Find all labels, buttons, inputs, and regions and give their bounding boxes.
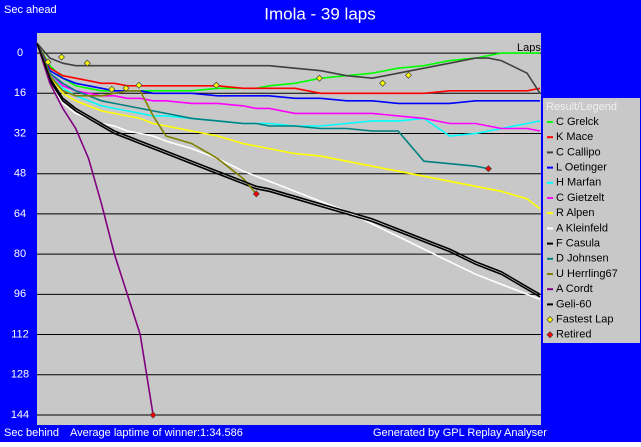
series-line [36,42,154,416]
series-line [36,42,541,210]
legend-swatch [546,316,554,324]
marker [149,411,157,419]
legend-label: C Grelck [556,116,599,128]
legend-swatch [546,331,554,339]
marker [122,84,130,92]
marker [44,58,52,66]
y-tick-label: 80 [14,248,26,260]
series-line [36,42,540,105]
legend-label: H Marfan [556,177,601,189]
y-tick-label: 64 [14,208,26,220]
marker [58,53,66,61]
legend-label: R Alpen [556,207,595,219]
legend-label: Retired [556,329,591,341]
marker [404,71,412,79]
series-line [36,42,541,132]
y-tick-label: 112 [11,328,29,340]
legend-label: A Kleinfeld [556,222,608,234]
legend-label: L Oetinger [556,162,607,174]
footer-right: Generated by GPL Replay Analyser [373,427,547,439]
marker [108,85,116,93]
legend-label: F Casula [556,238,601,250]
series-line [36,42,541,94]
legend-label: K Mace [556,131,593,143]
marker [252,190,260,198]
y-tick-label: 144 [11,409,29,421]
legend-box [543,98,640,343]
y-tick-label: 96 [14,288,26,300]
marker [484,165,492,173]
legend-label: Geli-60 [556,298,591,310]
footer-left: Average laptime of winner:1:34.586 [70,427,243,439]
y-tick-label: 16 [14,87,26,99]
legend-label: A Cordt [556,283,593,295]
marker [212,81,220,89]
y-tick-label: 128 [11,369,29,381]
marker [135,81,143,89]
legend-label: D Johnsen [556,253,609,265]
marker [315,74,323,82]
y-tick-label: 48 [14,168,26,180]
y-label-top: Sec ahead [4,4,57,16]
series-line [36,42,257,195]
legend-label: C Callipo [556,146,601,158]
series-line [36,42,541,295]
marker [83,59,91,67]
marker [379,79,387,87]
series-line [36,42,541,95]
x-label: Laps [517,42,541,54]
chart-title: Imola - 39 laps [264,4,376,23]
y-label-bottom: Sec behind [4,427,59,439]
series-line [36,42,541,301]
legend-title: Result/Legend [546,101,617,113]
y-tick-label: 32 [14,127,26,139]
legend-label: U Herrling67 [556,268,618,280]
legend-label: C Gietzelt [556,192,604,204]
legend-label: Fastest Lap [556,314,613,326]
y-tick-label: 0 [17,47,23,59]
